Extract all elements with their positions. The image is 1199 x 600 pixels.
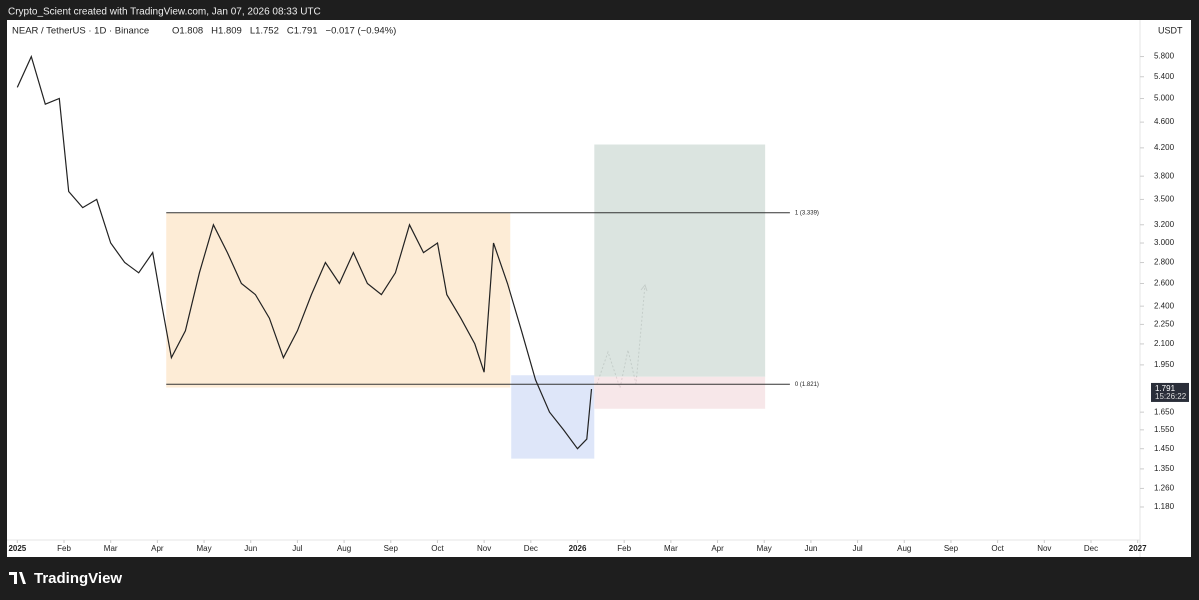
y-tick-label: 2.600 — [1154, 279, 1175, 288]
x-tick-label: Jul — [852, 544, 862, 553]
y-tick-label: 2.400 — [1154, 301, 1175, 310]
countdown: 15:26:22 — [1155, 392, 1187, 401]
y-tick-label: 4.200 — [1154, 143, 1175, 152]
zone — [594, 144, 766, 377]
x-tick-label: 2027 — [1129, 544, 1147, 553]
y-tick-label: 2.100 — [1154, 339, 1175, 348]
x-tick-label: 2026 — [569, 544, 587, 553]
y-tick-label: 5.000 — [1154, 94, 1175, 103]
y-tick-label: 5.400 — [1154, 72, 1175, 81]
x-tick-label: Mar — [664, 544, 678, 553]
footer: TradingView — [34, 570, 122, 587]
y-tick-label: 1.550 — [1154, 425, 1175, 434]
y-tick-label: 3.000 — [1154, 238, 1175, 247]
x-tick-label: Aug — [337, 544, 351, 553]
header: Crypto_Scient created with TradingView.c… — [8, 7, 321, 18]
x-tick-label: Jun — [244, 544, 257, 553]
y-tick-label: 2.800 — [1154, 258, 1175, 267]
ohlc-value: C1.791 — [287, 26, 318, 37]
x-tick-label: Apr — [151, 544, 164, 553]
x-tick-label: Dec — [524, 544, 538, 553]
ohlc-value: L1.752 — [250, 26, 279, 37]
y-tick-label: 1.650 — [1154, 407, 1175, 416]
x-tick-label: May — [196, 544, 211, 553]
chart-title: NEAR / TetherUS · 1D · Binance — [12, 26, 149, 37]
x-tick-label: Nov — [477, 544, 491, 553]
y-tick-label: 1.350 — [1154, 464, 1175, 473]
x-tick-label: Dec — [1084, 544, 1098, 553]
y-tick-label: 3.800 — [1154, 171, 1175, 180]
x-tick-label: May — [757, 544, 772, 553]
y-tick-label: 3.200 — [1154, 220, 1175, 229]
x-tick-label: Sep — [384, 544, 399, 553]
y-tick-label: 2.250 — [1154, 320, 1175, 329]
y-tick-label: 1.450 — [1154, 444, 1175, 453]
x-tick-label: Feb — [57, 544, 71, 553]
x-tick-label: Aug — [897, 544, 911, 553]
y-tick-label: 1.950 — [1154, 360, 1175, 369]
ohlc-value: −0.017 (−0.94%) — [326, 26, 397, 37]
x-tick-label: Jul — [292, 544, 302, 553]
x-tick-label: 2025 — [8, 544, 26, 553]
logo: TradingView — [9, 570, 122, 587]
x-tick-label: Oct — [991, 544, 1004, 553]
y-tick-label: 4.600 — [1154, 117, 1175, 126]
x-tick-label: Nov — [1037, 544, 1051, 553]
last-price-tag — [1151, 382, 1189, 402]
x-tick-label: Oct — [431, 544, 444, 553]
x-tick-label: Jun — [804, 544, 817, 553]
ohlc-value: H1.809 — [211, 26, 242, 37]
level-label: 1 (3.339) — [795, 210, 819, 216]
last-price-label: 1.791 — [1155, 384, 1176, 393]
zone — [594, 376, 766, 409]
level-label: 0 (1.821) — [795, 382, 819, 388]
zone — [166, 212, 511, 388]
y-tick-label: 3.500 — [1154, 195, 1175, 204]
ohlc-value: O1.808 — [172, 26, 203, 37]
y-tick-label: 1.260 — [1154, 484, 1175, 493]
y-unit: USDT — [1158, 25, 1183, 35]
x-tick-label: Mar — [104, 544, 118, 553]
y-tick-label: 5.800 — [1154, 52, 1175, 61]
y-tick-label: 1.180 — [1154, 502, 1175, 511]
price-line — [16, 54, 593, 450]
x-tick-label: Apr — [711, 544, 724, 553]
x-tick-label: Feb — [617, 544, 631, 553]
x-tick-label: Sep — [944, 544, 959, 553]
